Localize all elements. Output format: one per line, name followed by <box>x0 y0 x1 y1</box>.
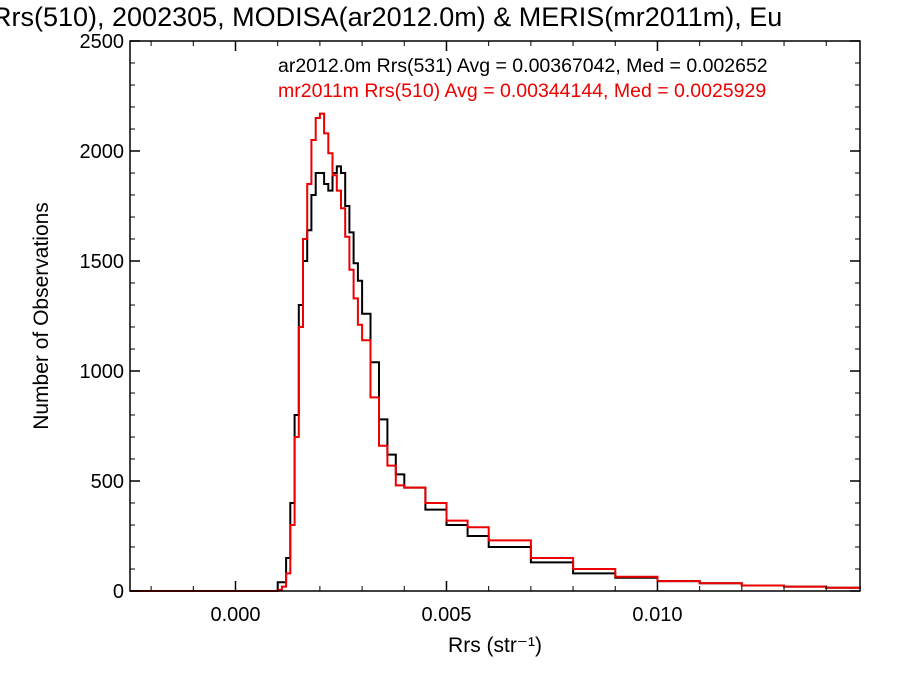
y-tick-label: 2500 <box>80 31 125 53</box>
y-tick-label: 1000 <box>80 361 125 383</box>
stats-annotation-red: mr2011m Rrs(510) Avg = 0.00344144, Med =… <box>278 80 766 102</box>
series-layer <box>130 112 861 592</box>
stats-annotation-black: ar2012.0m Rrs(531) Avg = 0.00367042, Med… <box>278 55 768 77</box>
y-tick-label: 0 <box>113 581 124 603</box>
series-line-1 <box>130 112 861 592</box>
chart-title: Rrs(510), 2002305, MODISA(ar2012.0m) & M… <box>0 2 783 32</box>
y-tick-label: 500 <box>91 471 124 493</box>
x-tick-label: 0.000 <box>210 604 260 626</box>
x-tick-label: 0.005 <box>421 604 471 626</box>
axis-layer: 0.000 0.005 0.010 0 500 1000 1500 2000 2500 <box>80 31 860 626</box>
x-tick-label: 0.010 <box>632 604 682 626</box>
plot-frame <box>129 40 861 592</box>
series-line-0 <box>130 165 861 592</box>
y-tick-label: 1500 <box>80 251 125 273</box>
y-axis-label: Number of Observations <box>30 202 53 430</box>
y-tick-label: 2000 <box>80 141 125 163</box>
x-axis-label: Rrs (str⁻¹) <box>448 634 542 657</box>
